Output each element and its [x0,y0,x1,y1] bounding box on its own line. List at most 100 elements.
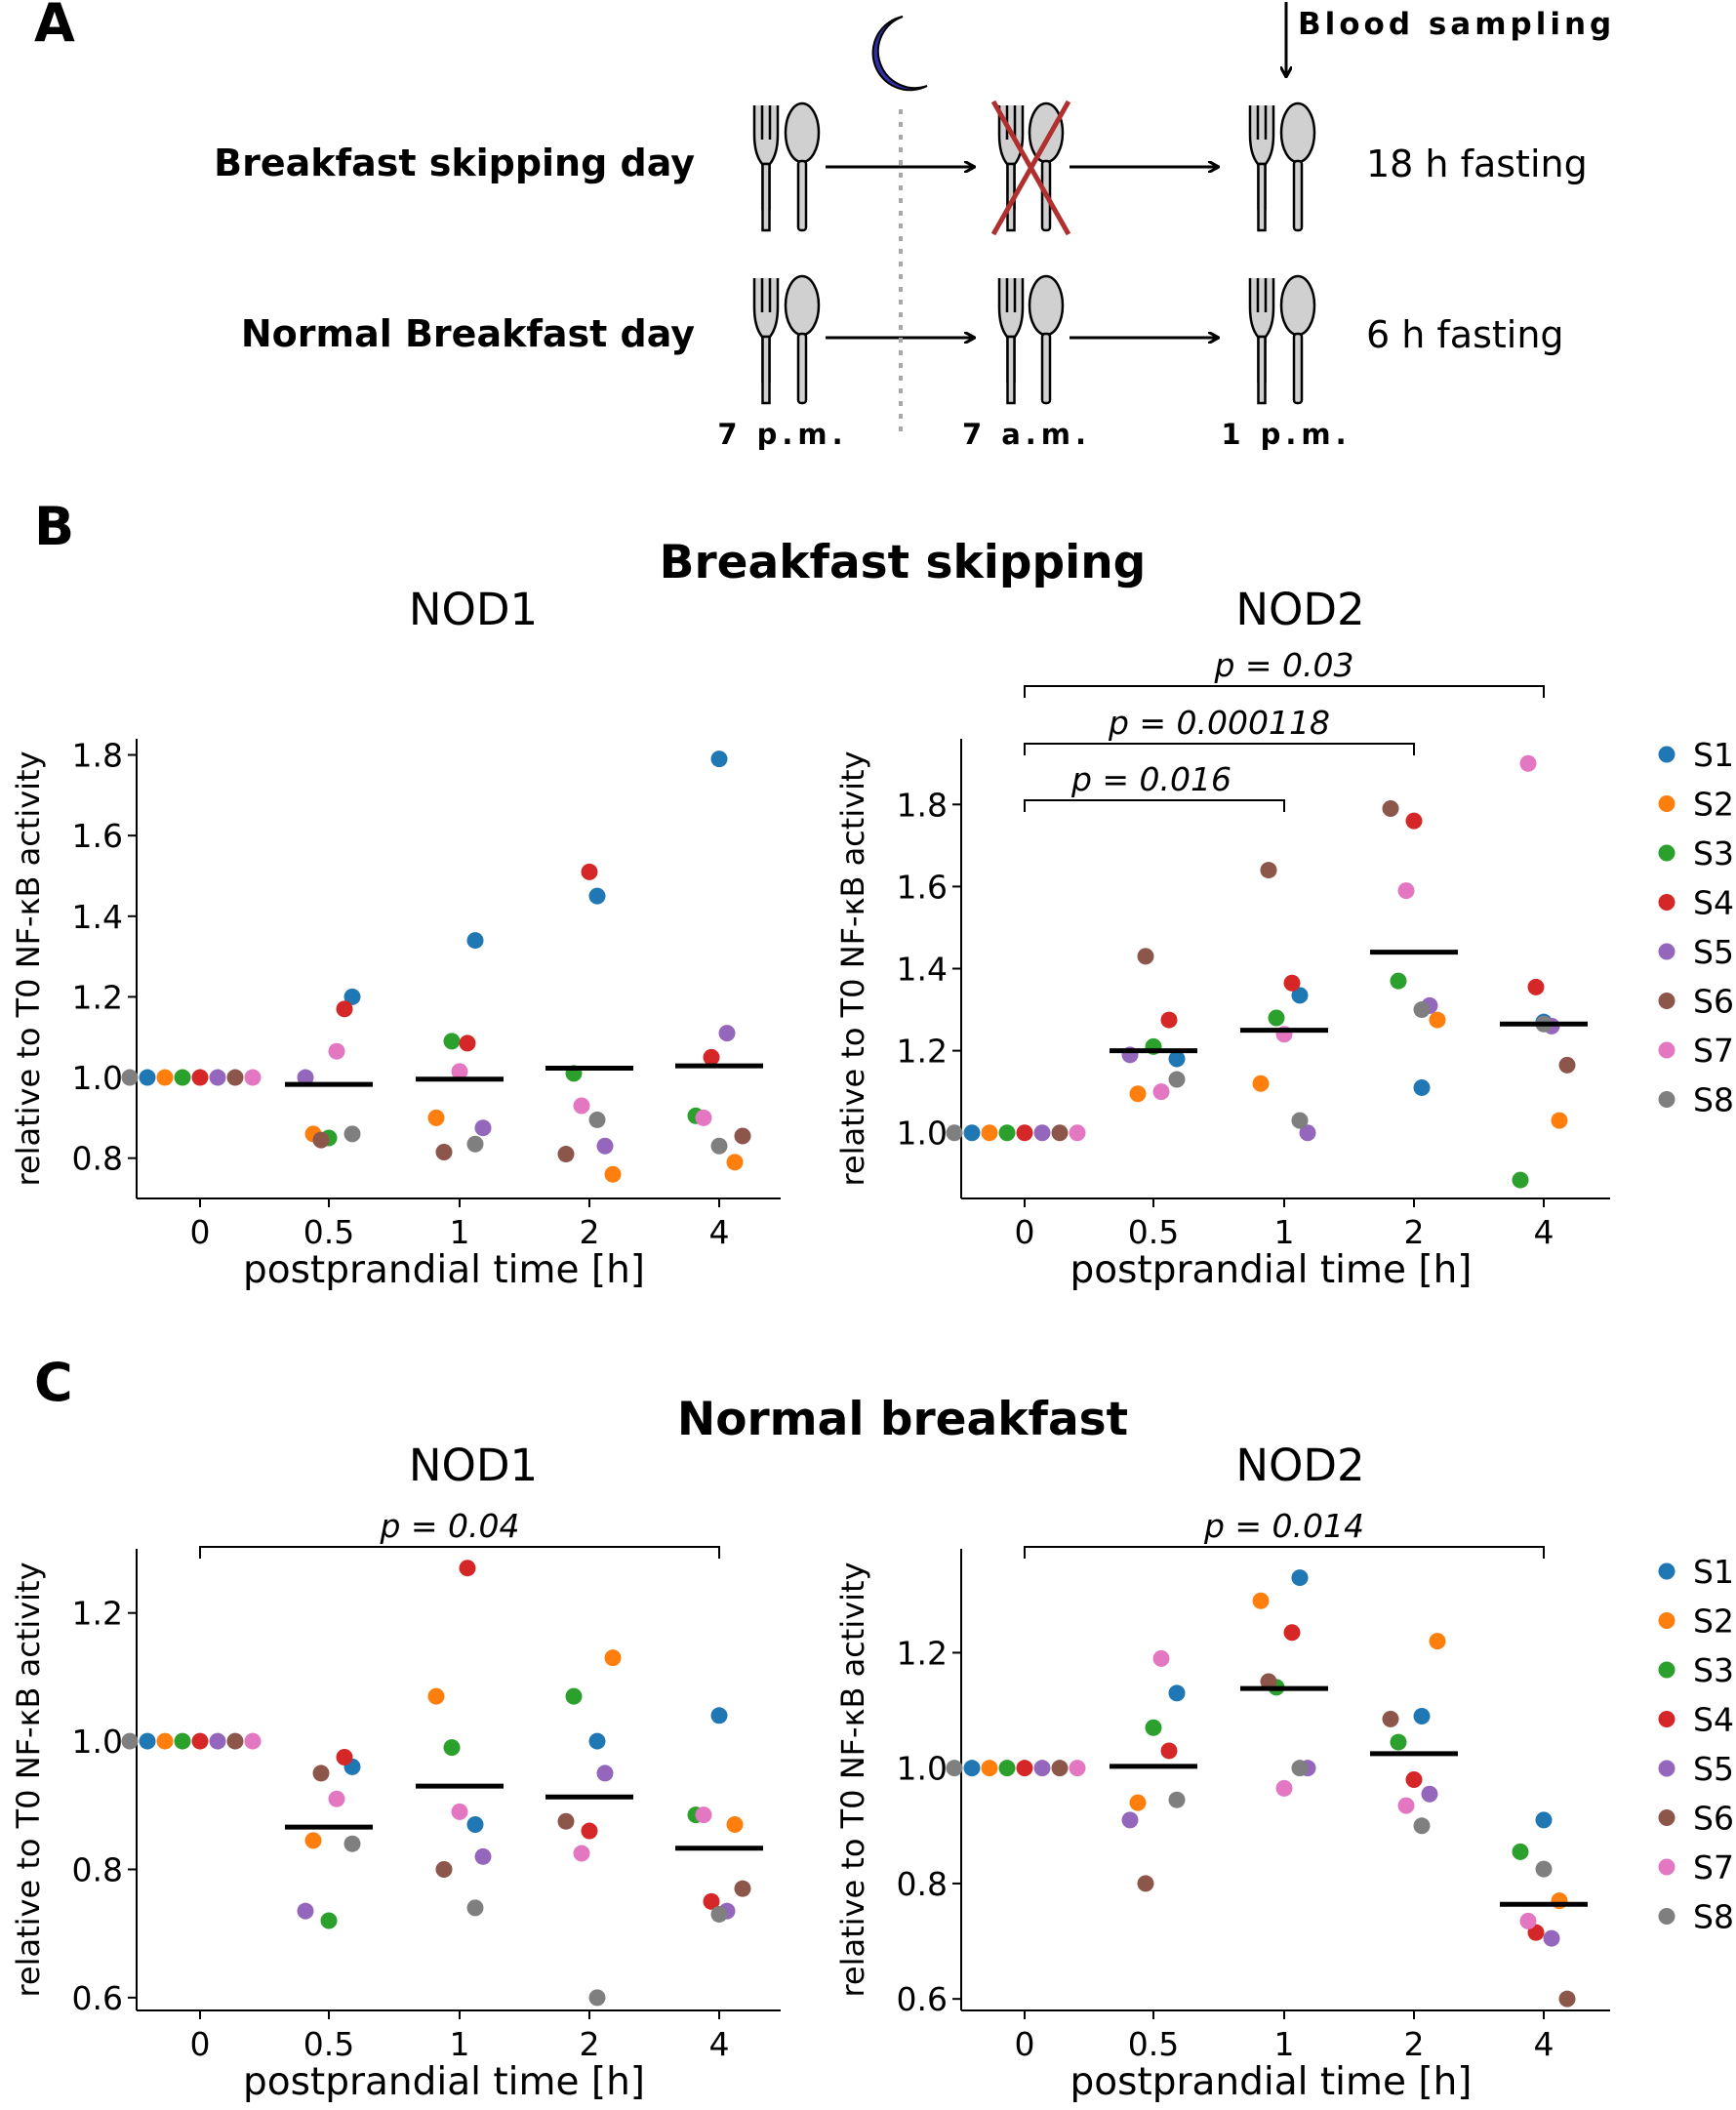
data-point-s2 [981,1124,998,1142]
x-tick-label: 2 [580,2025,600,2063]
x-tick-label: 1 [450,2025,470,2063]
data-point-s8 [343,1125,361,1143]
data-point-s2 [1129,1794,1147,1811]
data-point-s1 [963,1124,981,1142]
data-point-s6 [1558,1056,1576,1074]
data-point-s3 [174,1069,191,1086]
fork-icon [752,103,780,232]
legend-label-s5: S5 [1693,1750,1734,1788]
data-point-s8 [466,1135,484,1153]
data-point-s6 [1051,1760,1069,1777]
panel-a-label: A [34,0,75,54]
legend-marker-s5 [1658,1760,1675,1777]
fork-icon [1248,103,1275,232]
x-tick-label: 4 [1534,1213,1554,1251]
chart-title: NOD2 [1235,1440,1364,1491]
data-point-s7 [1519,1912,1537,1929]
data-point-s4 [1283,974,1301,992]
data-point-s3 [1268,1009,1285,1027]
data-point-s5 [1421,1785,1438,1803]
legend-label-s8: S8 [1693,1898,1734,1936]
data-point-s1 [139,1069,156,1086]
data-point-s3 [1512,1843,1529,1860]
x-tick-label: 0 [1015,1213,1035,1251]
data-point-s8 [1413,1817,1431,1835]
y-tick-label: 1.2 [897,1634,948,1672]
data-point-s2 [304,1832,322,1849]
data-point-s3 [443,1739,461,1757]
legend-marker-s6 [1658,993,1675,1009]
data-point-s7 [1069,1124,1086,1142]
x-tick-label: 2 [1404,1213,1425,1251]
x-tick-label: 0.5 [1128,2025,1179,2063]
data-point-s5 [209,1069,226,1086]
significance-bracket [1024,685,1545,698]
data-point-s7 [328,1042,345,1060]
legend-label-s2: S2 [1693,786,1734,824]
legend-label-s6: S6 [1693,1800,1734,1838]
data-point-s4 [703,1892,720,1910]
x-axis-label: postprandial time [h] [1070,2060,1472,2104]
data-point-s6 [226,1732,244,1750]
data-point-s3 [998,1124,1016,1142]
x-tick-label: 4 [709,1213,730,1251]
legend-b: S1 S2 S3 S4 S5 S6 S7 S8 [1658,736,1734,1119]
chart-title: NOD1 [409,1440,538,1491]
chart-nod1-skipping: NOD1 0.8 1.0 1.2 1.4 1.6 1.8 0 0.5 1 2 4 postprandia… [10,584,781,1292]
data-point-s7 [695,1806,712,1824]
legend-marker-s4 [1658,1711,1675,1727]
data-point-s4 [191,1069,209,1086]
data-point-s1 [1413,1078,1431,1096]
data-point-s8 [121,1069,139,1086]
data-point-s2 [427,1687,445,1705]
p-value-label: p = 0.014 [1203,1507,1364,1545]
data-point-s6 [312,1131,330,1149]
data-point-s7 [1397,1797,1415,1814]
data-point-s6 [1558,1990,1576,2008]
panel-b: B Breakfast skipping NOD1 0.8 1.0 1.2 1.4 1.6… [10,496,1734,1292]
data-point-s1 [710,1707,728,1725]
legend-marker-s8 [1658,1908,1675,1925]
legend-marker-s7 [1658,1858,1675,1876]
data-point-s7 [1152,1649,1170,1667]
data-point-s8 [466,1899,484,1917]
legend-marker-s5 [1658,943,1675,960]
data-point-s4 [581,1822,598,1840]
data-point-s2 [1129,1085,1147,1103]
data-point-s4 [1527,978,1545,995]
data-point-s6 [1382,799,1399,817]
y-tick-label: 0.8 [897,1865,948,1903]
y-tick-label: 0.8 [72,1140,123,1178]
data-point-s8 [946,1124,963,1142]
spoon-icon [784,274,821,405]
data-point-s4 [1160,1011,1178,1029]
data-point-s1 [588,887,606,905]
x-axis-label: postprandial time [h] [243,1248,645,1292]
data-point-s6 [734,1880,751,1897]
x-tick-label: 1 [1274,2025,1295,2063]
panel-c-title: Normal breakfast [677,1393,1128,1446]
data-point-s1 [1168,1050,1186,1068]
data-point-s5 [209,1732,226,1750]
legend-marker-s1 [1658,1562,1675,1580]
data-point-s7 [451,1063,468,1080]
data-point-s3 [998,1760,1016,1777]
data-point-s5 [297,1069,314,1086]
data-point-s8 [343,1835,361,1852]
data-point-s1 [1291,987,1309,1004]
fork-icon [1248,276,1275,405]
data-point-s1 [1168,1684,1186,1702]
data-point-s6 [435,1860,453,1878]
data-point-s7 [244,1732,262,1750]
x-tick-label: 1 [1274,1213,1295,1251]
data-point-s6 [557,1812,575,1830]
legend-label-s4: S4 [1693,1701,1734,1739]
data-point-s5 [474,1119,492,1137]
data-point-s2 [1429,1011,1446,1029]
data-point-s4 [1405,812,1423,830]
y-tick-label: 1.8 [72,737,123,775]
data-point-s8 [588,1111,606,1128]
data-point-s1 [1291,1569,1309,1587]
x-tick-label: 4 [1534,2025,1554,2063]
y-tick-label: 1.0 [72,1059,123,1097]
